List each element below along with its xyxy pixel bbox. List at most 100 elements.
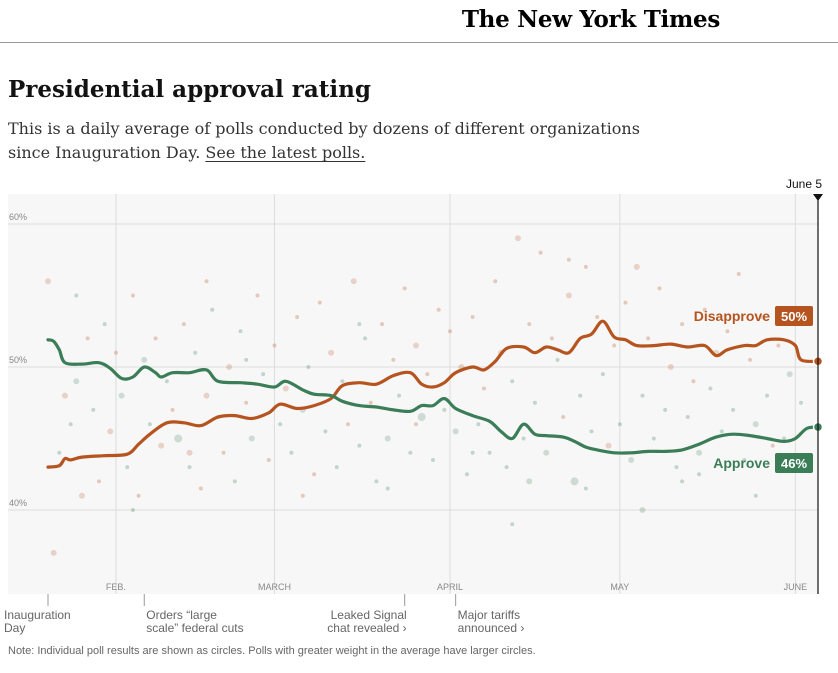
- approve-poll-circle: [680, 479, 685, 484]
- approve-poll-circle: [334, 465, 339, 470]
- annotation-line: Orders “large: [146, 608, 217, 622]
- approve-poll-circle: [685, 415, 690, 420]
- chart-description: This is a daily average of polls conduct…: [8, 117, 648, 165]
- disapprove-poll-circle: [413, 342, 420, 349]
- disapprove-poll-circle: [633, 263, 640, 270]
- disapprove-poll-circle: [493, 279, 498, 284]
- disapprove-poll-circle: [226, 364, 233, 370]
- disapprove-poll-circle: [300, 493, 305, 498]
- disapprove-poll-circle: [527, 322, 532, 327]
- disapprove-poll-circle: [566, 257, 571, 262]
- approve-poll-circle: [674, 465, 679, 470]
- approve-poll-circle: [510, 379, 515, 384]
- masthead: The New York Times: [0, 0, 838, 43]
- disapprove-poll-circle: [623, 300, 628, 305]
- disapprove-poll-circle: [221, 450, 226, 455]
- disapprove-poll-circle: [186, 449, 193, 456]
- approve-poll-circle: [374, 479, 379, 484]
- disapprove-poll-circle: [61, 392, 68, 399]
- approve-poll-circle: [651, 436, 656, 441]
- axis-labels: 40% 50% 60% FEB. MARCH APRIL MAY JUNE: [9, 212, 807, 592]
- approve-poll-circle: [696, 449, 703, 456]
- approve-line: [46, 338, 820, 455]
- annotation-label: Leaked Signal chat revealed ›: [327, 608, 406, 635]
- approve-poll-circle: [442, 407, 447, 412]
- approve-poll-circle: [91, 407, 96, 412]
- x-tick-label: FEB.: [106, 582, 126, 592]
- disapprove-poll-circle: [282, 385, 289, 392]
- approve-poll-circle: [102, 322, 107, 327]
- disapprove-poll-circle: [203, 392, 210, 399]
- disapprove-poll-circle: [295, 314, 300, 319]
- annotation-line: Leaked Signal: [331, 608, 407, 622]
- description-text: This is a daily average of polls conduct…: [8, 119, 640, 162]
- series-end-labels: Disapprove 50% Approve 46%: [694, 306, 813, 473]
- poll-circles: [45, 235, 804, 556]
- disapprove-poll-circle: [312, 472, 317, 477]
- annotation-line: announced ›: [458, 621, 525, 635]
- disapprove-poll-circle: [96, 479, 101, 484]
- approve-poll-circle: [487, 450, 492, 455]
- disapprove-poll-circle: [350, 278, 357, 285]
- disapprove-poll-circle: [447, 329, 452, 334]
- disapprove-poll-circle: [436, 307, 441, 312]
- disapprove-poll-circle: [85, 336, 90, 341]
- disapprove-poll-circle: [45, 278, 51, 285]
- disapprove-poll-circle: [470, 314, 475, 319]
- disapprove-poll-circle: [657, 286, 662, 291]
- latest-polls-link[interactable]: See the latest polls.: [205, 143, 366, 162]
- approve-poll-circle: [118, 392, 125, 399]
- disapprove-poll-circle: [680, 322, 685, 327]
- disapprove-poll-circle: [425, 372, 430, 377]
- approve-poll-circle: [742, 457, 747, 462]
- approve-poll-circle: [147, 422, 152, 427]
- disapprove-poll-circle: [130, 293, 135, 298]
- approval-chart: 40% 50% 60% FEB. MARCH APRIL MAY JUNE June 5 Di…: [4, 177, 824, 635]
- disapprove-poll-circle: [317, 300, 322, 305]
- disapprove-poll-circle: [667, 364, 674, 370]
- disapprove-poll-circle: [368, 400, 373, 405]
- approve-poll-circle: [357, 322, 362, 327]
- approve-poll-circle: [526, 478, 533, 485]
- disapprove-poll-circle: [50, 549, 57, 556]
- disapprove-poll-circle: [561, 415, 566, 420]
- disapprove-poll-circle: [691, 379, 696, 384]
- nyt-logo[interactable]: The New York Times: [461, 6, 720, 33]
- approve-poll-circle: [521, 436, 526, 441]
- x-tick-label: MARCH: [258, 582, 291, 592]
- disapprove-poll-circle: [272, 343, 277, 348]
- disapprove-poll-circle: [748, 357, 753, 362]
- approve-poll-circle: [431, 457, 435, 462]
- disapprove-poll-circle: [538, 250, 543, 255]
- approve-poll-circle: [130, 508, 135, 512]
- approve-poll-circle: [261, 372, 266, 377]
- approve-poll-circle: [210, 307, 215, 312]
- approve-poll-circle: [510, 522, 515, 527]
- disapprove-poll-circle: [181, 322, 186, 327]
- event-annotations: Inauguration Day Orders “large scale” feder…: [4, 594, 524, 635]
- annotation-line: chat revealed ›: [327, 621, 406, 635]
- disapprove-poll-circle: [514, 235, 521, 242]
- approve-poll-circle: [244, 357, 249, 362]
- disapprove-poll-circle: [244, 400, 249, 405]
- disapprove-line: [46, 319, 820, 469]
- approve-poll-circle: [555, 357, 560, 362]
- disapprove-poll-circle: [770, 443, 775, 448]
- approve-poll-circle: [600, 372, 605, 377]
- disapprove-poll-circle: [153, 336, 158, 341]
- approve-poll-circle: [570, 477, 579, 486]
- approve-poll-circle: [452, 428, 459, 435]
- disapprove-poll-circle: [776, 343, 781, 348]
- disapprove-poll-circle: [391, 357, 396, 362]
- disapprove-poll-circle: [595, 314, 600, 319]
- approve-poll-circle: [357, 443, 362, 448]
- approve-poll-circle: [340, 379, 345, 384]
- approve-poll-circle: [731, 407, 736, 412]
- approve-poll-circle: [74, 293, 79, 298]
- annotation-line: Inauguration: [4, 608, 71, 622]
- approve-poll-circle: [583, 486, 588, 491]
- approve-poll-circle: [397, 393, 402, 398]
- approve-poll-circle: [232, 479, 237, 484]
- approve-poll-circle: [464, 472, 469, 477]
- approve-poll-circle: [323, 429, 328, 434]
